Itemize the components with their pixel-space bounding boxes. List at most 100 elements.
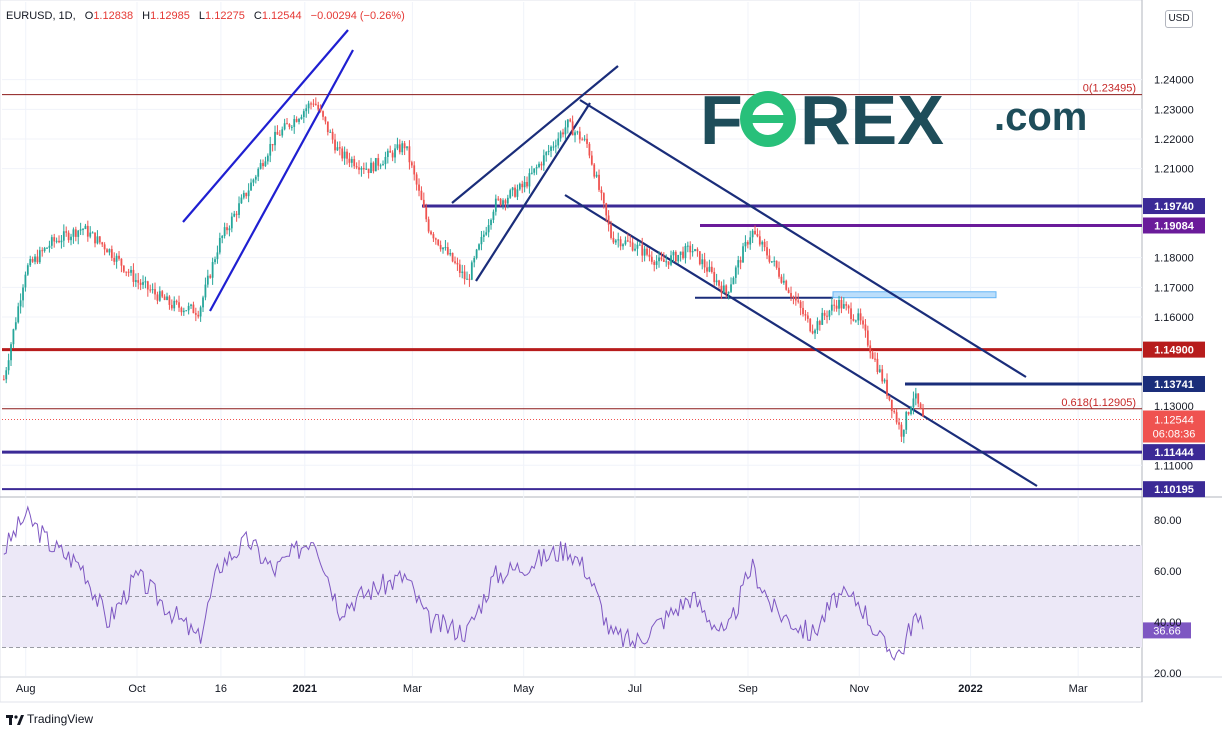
candle-body [646,248,648,255]
candle-body [792,297,795,299]
candle-body [823,312,826,316]
candle-body [674,251,677,262]
candle-body [826,315,828,317]
candle-body [914,393,917,399]
time-tick-label: Oct [128,683,145,695]
candle-body [22,287,24,301]
candle-body [437,239,440,245]
time-tick-label: Jul [628,683,642,695]
candle-body [547,150,550,153]
candle-body [146,281,149,290]
rsi-tick-label: 40.00 [1154,617,1182,629]
candle-body [526,181,528,187]
level-price-badge [1143,375,1205,392]
candle-body [144,281,147,283]
candle-body [250,182,252,191]
candle-body [103,244,106,250]
candle-body [386,150,389,157]
candle-body [446,247,449,255]
price-tick-label: 1.17000 [1154,282,1194,294]
candle-body [799,301,802,308]
candle-body [348,158,351,163]
level-price-label: 1.19740 [1154,201,1194,213]
candle-body [343,151,346,159]
candle-body [295,118,298,122]
tradingview-footer[interactable]: TradingView [6,712,93,726]
candle-body [58,240,60,243]
candle-body [523,181,526,188]
time-tick-label: Aug [16,683,36,695]
candle-body [72,229,75,237]
candle-body [408,146,411,163]
candle-body [233,213,236,217]
candle-body [583,138,586,140]
candle-body [514,187,516,197]
candle-body [326,121,329,133]
candle-body [482,234,485,237]
candle-body [648,254,651,257]
bar-countdown-label: 06:08:36 [1153,429,1196,441]
candle-body [338,147,341,149]
candle-body [739,260,742,263]
candle-body [494,198,497,212]
candle-body [490,219,492,226]
candle-body [362,167,365,170]
candle-body [598,174,600,190]
candle-body [770,261,773,263]
level-price-badge [1143,198,1205,215]
candle-body [132,269,135,282]
candle-body [84,225,87,229]
candle-body [79,229,82,231]
candle-body [518,183,521,190]
open-label: O [84,10,94,22]
rsi-tick-label: 20.00 [1154,668,1182,680]
candle-body [74,229,77,237]
candle-body [814,330,816,334]
candle-body [19,300,22,307]
candle-body [142,282,144,285]
candle-body [890,399,893,411]
candle-body [134,280,137,282]
candle-body [247,190,250,197]
candle-body [883,379,886,382]
candle-body [641,244,644,256]
candle-body [175,300,178,303]
time-tick-label: May [513,683,534,695]
candle-body [650,256,653,262]
price-tick-label: 1.23000 [1154,104,1194,116]
candle-body [456,262,459,265]
candle-body [629,241,632,243]
candle-body [254,176,257,180]
price-tick-label: 1.21000 [1154,164,1194,176]
currency-button[interactable]: USD [1165,10,1193,28]
candle-body [804,314,807,316]
candle-body [415,174,418,185]
candle-body [430,231,432,235]
candle-body [101,242,104,245]
candle-body [278,134,281,136]
candle-body [322,111,324,117]
candle-body [586,138,588,144]
candle-body [588,143,591,156]
candle-body [43,247,46,252]
candle-body [720,285,723,294]
candle-body [130,269,132,273]
candle-body [835,305,838,309]
candle-body [679,251,682,255]
candle-body [226,227,228,231]
candle-body [264,161,267,167]
candle-body [910,407,912,415]
candle-body [898,422,900,425]
trendline-rising-wedge-lower [209,49,354,312]
candle-body [468,278,471,280]
candle-body [881,369,884,382]
candle-body [317,104,320,110]
candle-body [811,331,814,334]
symbol-name[interactable]: EURUSD, 1D, [6,10,76,22]
candle-body [235,213,238,215]
candle-body [324,116,327,122]
candle-body [398,144,401,153]
candle-body [185,310,188,312]
candle-body [290,126,293,128]
